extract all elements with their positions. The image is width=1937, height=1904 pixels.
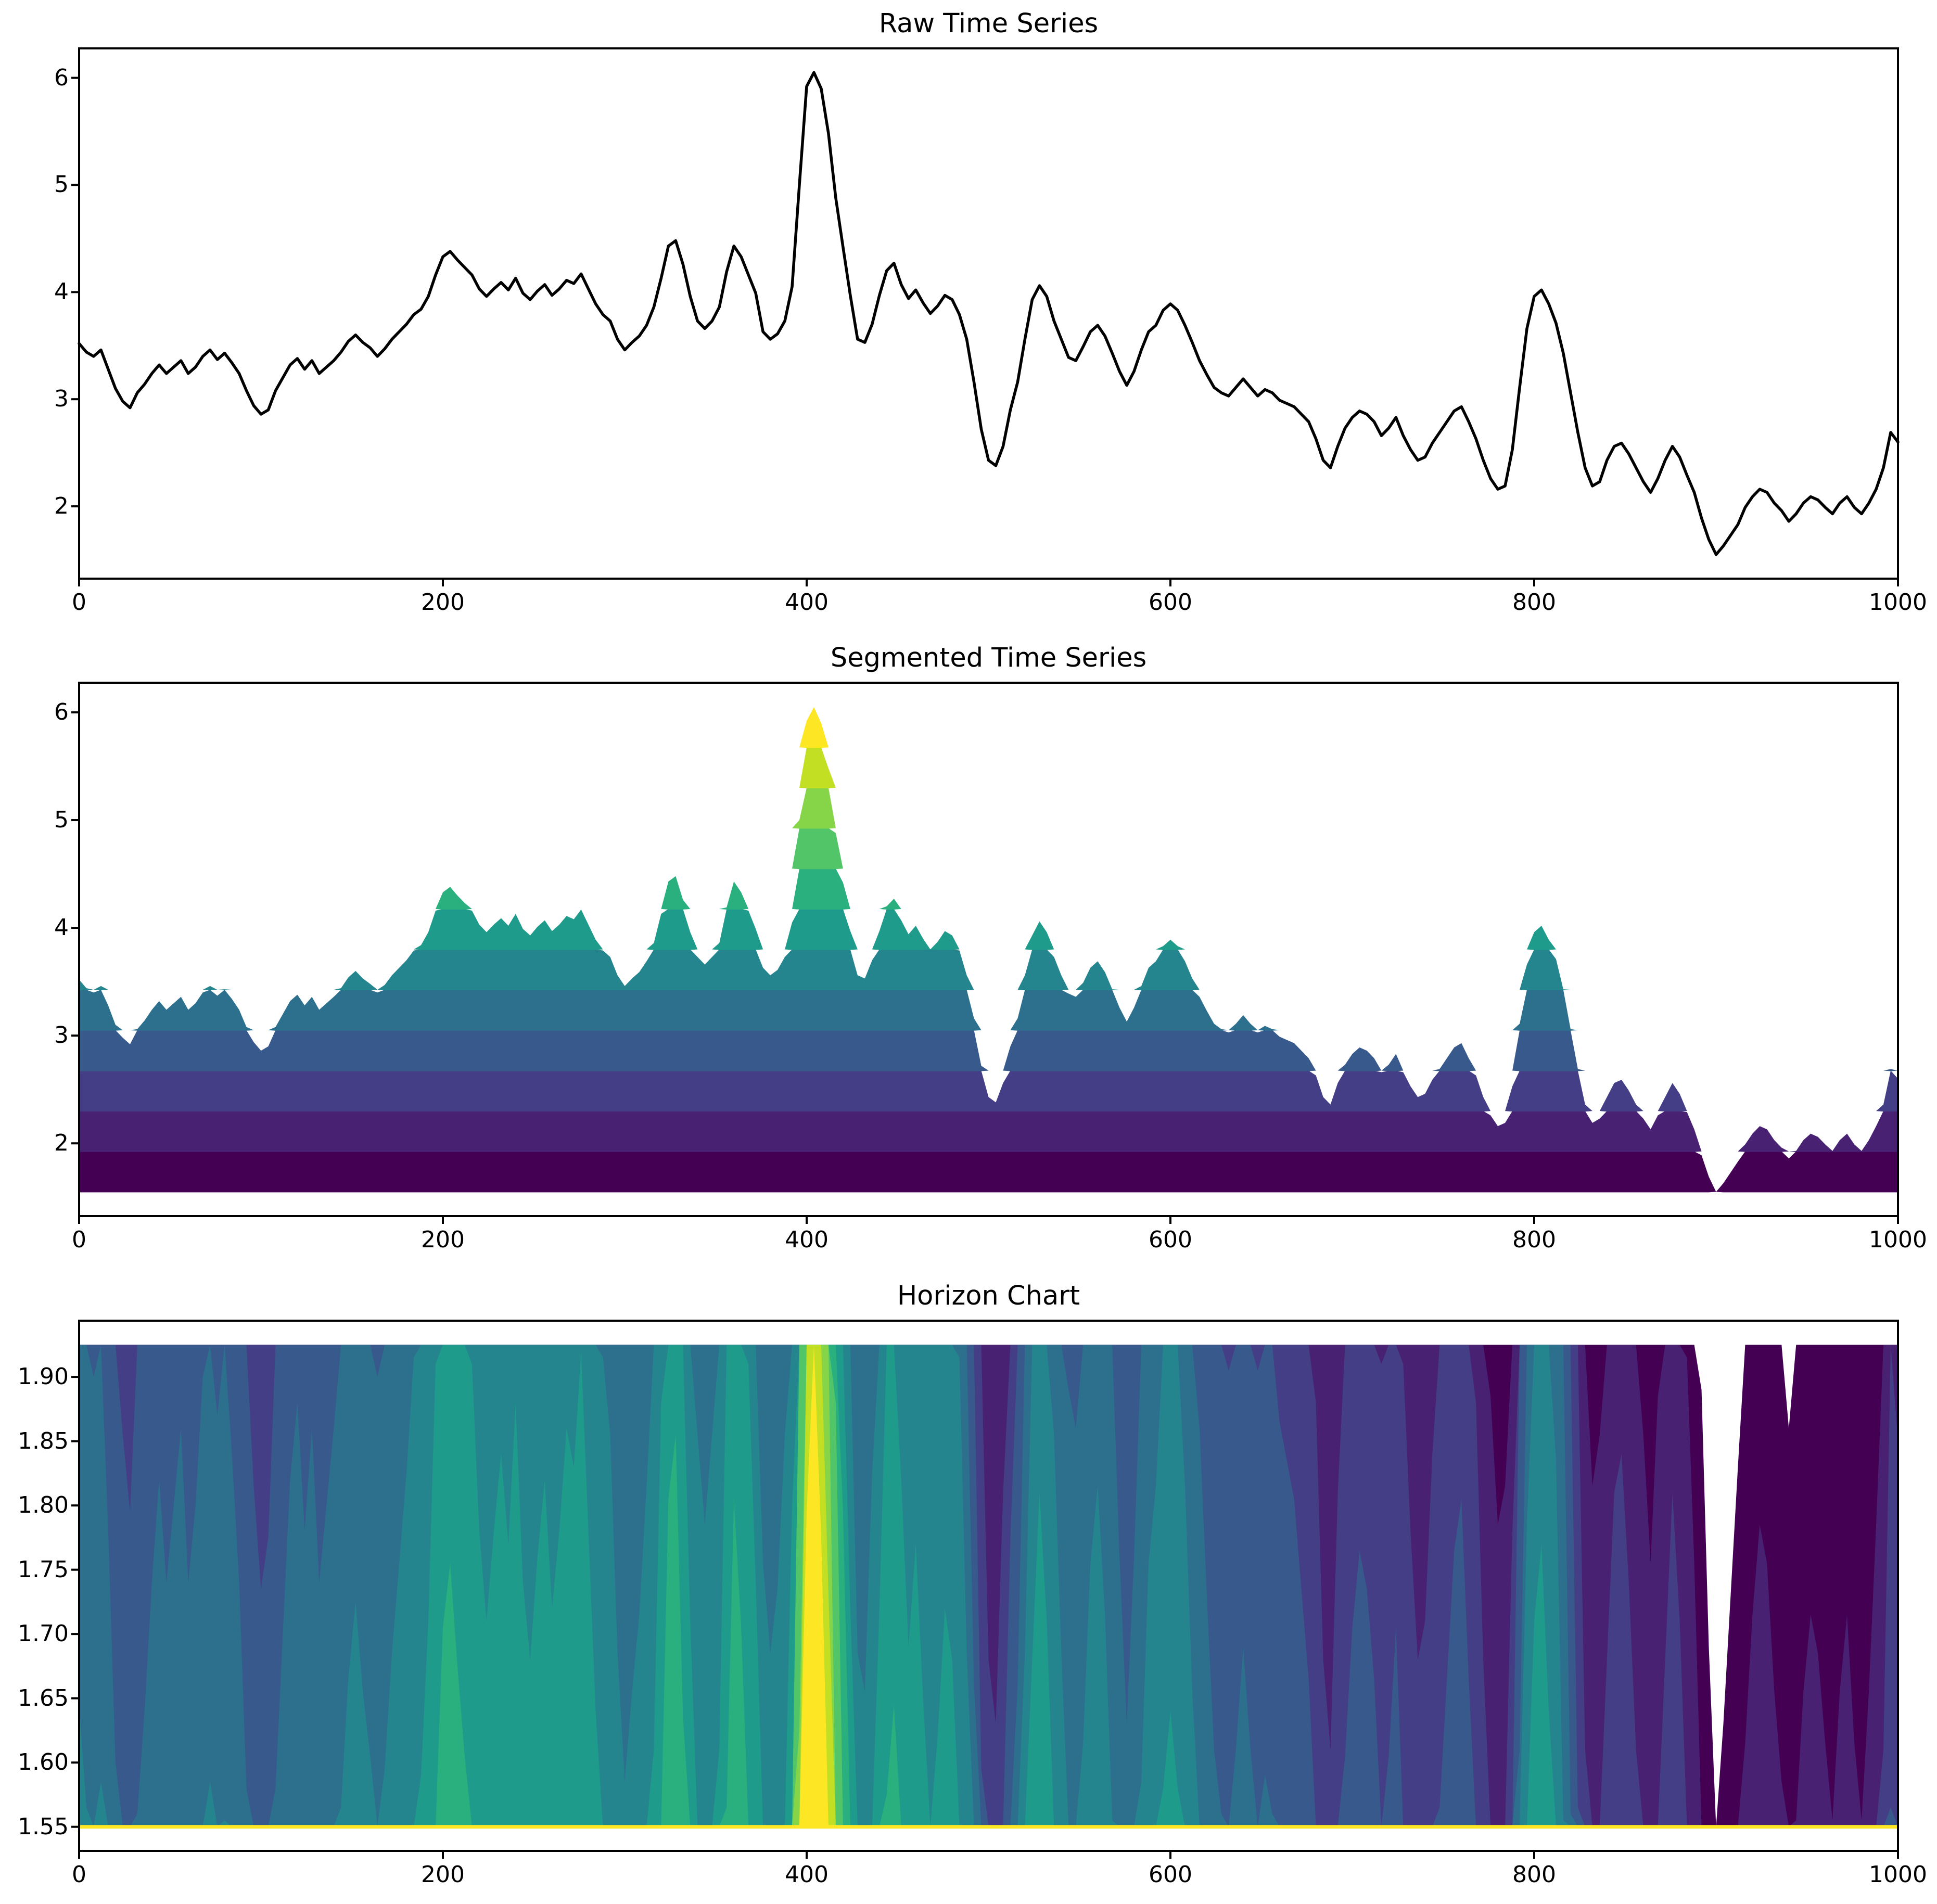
axes-subplot-1 bbox=[71, 47, 1899, 586]
x-tick-label-subplot-2: 400 bbox=[785, 1226, 829, 1253]
y-tick-label-subplot-2: 5 bbox=[54, 807, 69, 834]
horizon-bands bbox=[79, 1345, 1898, 1829]
x-tick-label-subplot-1: 600 bbox=[1149, 589, 1192, 616]
x-tick-label-subplot-2: 800 bbox=[1512, 1226, 1556, 1253]
x-tick-label-subplot-2: 200 bbox=[421, 1226, 465, 1253]
axes-subplot-3 bbox=[71, 1320, 1899, 1859]
y-tick-label-subplot-1: 5 bbox=[54, 171, 69, 198]
axes-subplot-2 bbox=[71, 682, 1899, 1224]
y-tick-label-subplot-3: 1.85 bbox=[18, 1427, 69, 1454]
y-tick-label-subplot-3: 1.65 bbox=[18, 1684, 69, 1711]
x-tick-label-subplot-1: 0 bbox=[72, 589, 86, 616]
segmented-time-series-title: Segmented Time Series bbox=[830, 643, 1147, 673]
x-tick-label-subplot-1: 200 bbox=[421, 589, 465, 616]
y-tick-label-subplot-1: 6 bbox=[54, 64, 69, 91]
x-tick-label-subplot-3: 0 bbox=[72, 1861, 86, 1888]
segmented-area-bands bbox=[79, 707, 1898, 1193]
x-tick-label-subplot-3: 400 bbox=[785, 1861, 829, 1888]
x-tick-label-subplot-1: 400 bbox=[785, 589, 829, 616]
x-tick-label-subplot-2: 1000 bbox=[1869, 1226, 1927, 1253]
y-tick-label-subplot-1: 2 bbox=[54, 493, 69, 520]
x-tick-label-subplot-2: 0 bbox=[72, 1226, 86, 1253]
raw-time-series-title: Raw Time Series bbox=[878, 8, 1099, 39]
y-tick-label-subplot-2: 4 bbox=[54, 914, 69, 941]
y-tick-label-subplot-3: 1.90 bbox=[18, 1363, 69, 1390]
y-tick-label-subplot-3: 1.75 bbox=[18, 1556, 69, 1583]
x-tick-label-subplot-2: 600 bbox=[1149, 1226, 1192, 1253]
x-tick-label-subplot-1: 1000 bbox=[1869, 589, 1927, 616]
x-tick-label-subplot-3: 1000 bbox=[1869, 1861, 1927, 1888]
x-tick-label-subplot-3: 600 bbox=[1149, 1861, 1192, 1888]
y-tick-label-subplot-1: 3 bbox=[54, 386, 69, 413]
x-tick-label-subplot-3: 800 bbox=[1512, 1861, 1556, 1888]
y-tick-label-subplot-3: 1.70 bbox=[18, 1620, 69, 1647]
y-tick-label-subplot-3: 1.80 bbox=[18, 1492, 69, 1519]
horizon-chart-title: Horizon Chart bbox=[897, 1281, 1080, 1311]
x-tick-label-subplot-1: 800 bbox=[1512, 589, 1556, 616]
y-tick-label-subplot-3: 1.60 bbox=[18, 1749, 69, 1776]
raw-line-series bbox=[78, 71, 1900, 556]
y-tick-label-subplot-2: 2 bbox=[54, 1130, 69, 1157]
y-tick-label-subplot-2: 3 bbox=[54, 1022, 69, 1049]
horizon-baseline bbox=[79, 1825, 1898, 1829]
y-tick-label-subplot-1: 4 bbox=[54, 278, 69, 305]
x-tick-label-subplot-3: 200 bbox=[421, 1861, 465, 1888]
y-tick-label-subplot-3: 1.55 bbox=[18, 1813, 69, 1840]
y-tick-label-subplot-2: 6 bbox=[54, 698, 69, 725]
